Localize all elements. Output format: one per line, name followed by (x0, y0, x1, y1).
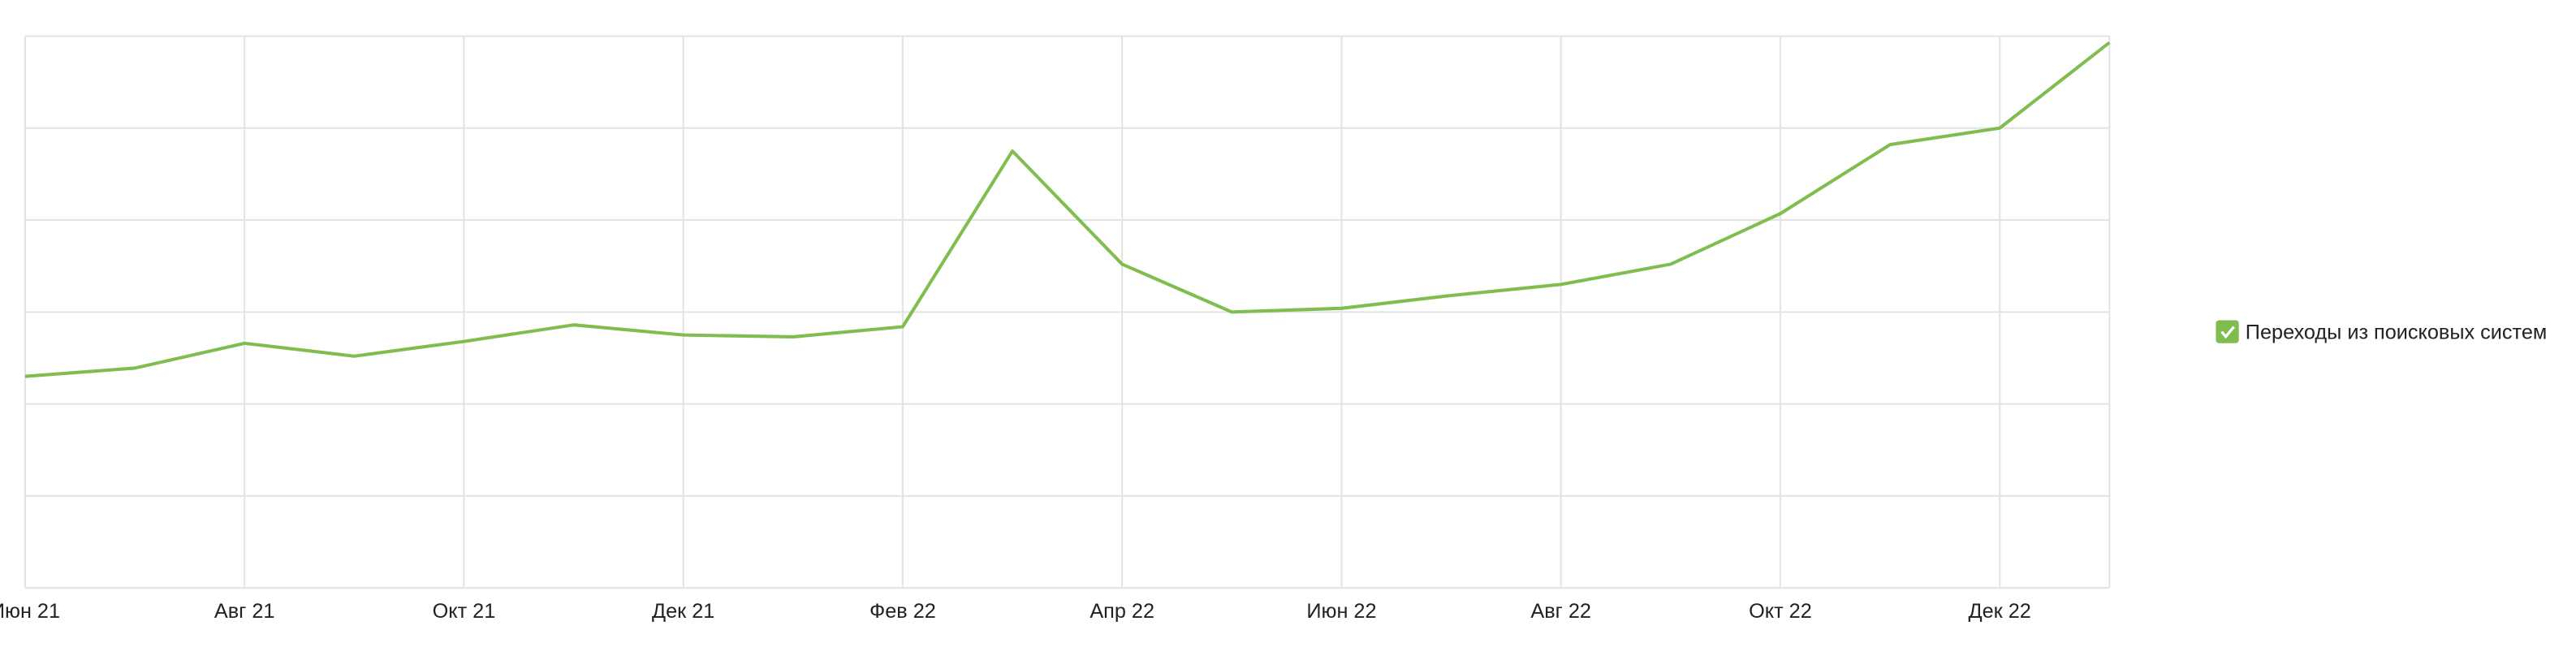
x-tick-label: Авг 21 (214, 600, 275, 623)
x-tick-label: Авг 22 (1530, 600, 1591, 623)
data-line (24, 41, 2111, 378)
legend-check (2220, 326, 2235, 339)
x-tick-label: Июн 22 (1306, 600, 1376, 623)
x-tick-label: Июн 21 (0, 600, 60, 623)
legend-label: Переходы из поисковых систем (2246, 321, 2547, 343)
x-tick-label: Окт 21 (433, 600, 496, 623)
x-tick-label: Дек 22 (1969, 600, 2031, 623)
x-tick-label: Дек 21 (652, 600, 714, 623)
legend-checkbox[interactable] (2216, 320, 2239, 343)
x-tick-label: Окт 22 (1749, 600, 1812, 623)
x-tick-label: Апр 22 (1090, 600, 1154, 623)
x-tick-label: Фев 22 (869, 600, 936, 623)
